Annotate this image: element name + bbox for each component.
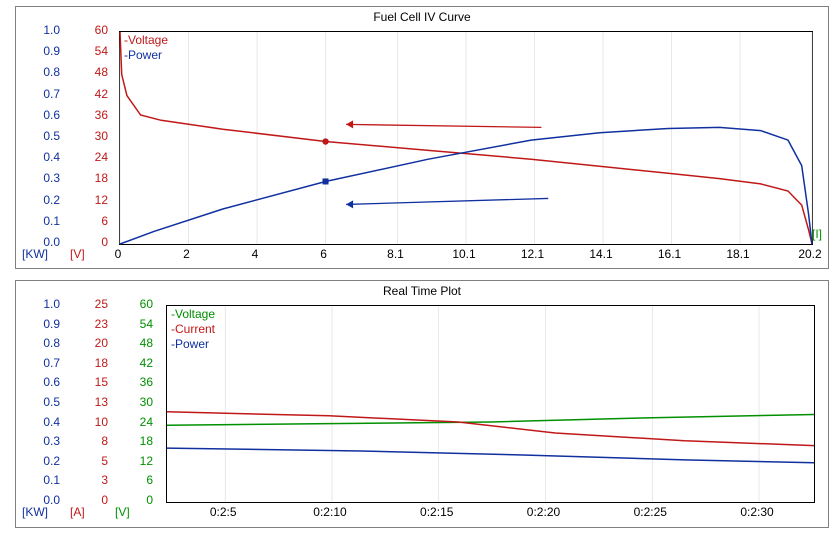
y-tick: 0.8	[22, 337, 60, 349]
x-axis-unit: [I]	[812, 228, 822, 240]
y-tick: 18	[70, 357, 108, 369]
y-tick: 6	[70, 215, 108, 227]
x-tick: 16.1	[650, 248, 690, 260]
y-tick: 1.0	[22, 298, 60, 310]
x-tick: 14.1	[581, 248, 621, 260]
x-tick: 8.1	[375, 248, 415, 260]
legend-power: -Power	[124, 49, 162, 61]
y-tick: 13	[70, 396, 108, 408]
y-tick: 36	[70, 109, 108, 121]
y-tick: 8	[70, 435, 108, 447]
y-tick: 24	[115, 416, 153, 428]
x-tick: 0:2:30	[732, 506, 782, 518]
y-tick: 25	[70, 298, 108, 310]
x-tick: 0:2:25	[625, 506, 675, 518]
x-tick: 12.1	[513, 248, 553, 260]
legend-power: -Power	[171, 338, 209, 350]
iv-curve-title: Fuel Cell IV Curve	[16, 10, 828, 24]
x-tick: 18.1	[718, 248, 758, 260]
axis-unit: [V]	[115, 506, 159, 518]
axis-unit: [KW]	[22, 506, 66, 518]
y-tick: 54	[70, 45, 108, 57]
x-tick: 2	[167, 248, 207, 260]
y-tick: 0.5	[22, 130, 60, 142]
y-tick: 0.4	[22, 151, 60, 163]
power-line	[167, 448, 814, 463]
voltage-line	[167, 415, 814, 426]
y-tick: 0.3	[22, 435, 60, 447]
y-tick: 18	[115, 435, 153, 447]
y-tick: 0.5	[22, 396, 60, 408]
x-tick: 20.2	[790, 248, 830, 260]
y-tick: 0.9	[22, 45, 60, 57]
y-tick: 24	[70, 151, 108, 163]
arrow-line	[346, 198, 548, 204]
y-tick: 12	[70, 194, 108, 206]
y-tick: 18	[70, 172, 108, 184]
y-tick: 0.7	[22, 88, 60, 100]
x-tick: 10.1	[444, 248, 484, 260]
y-tick: 0.6	[22, 109, 60, 121]
arrow-head	[346, 200, 353, 208]
y-tick: 48	[115, 337, 153, 349]
y-tick: 60	[70, 24, 108, 36]
realtime-plot	[166, 305, 815, 503]
y-tick: 6	[115, 474, 153, 486]
y-tick: 0.7	[22, 357, 60, 369]
iv-curve-plot	[119, 31, 813, 245]
y-tick: 0.3	[22, 172, 60, 184]
legend-current: -Current	[171, 323, 215, 335]
x-tick: 6	[304, 248, 344, 260]
x-tick: 4	[235, 248, 275, 260]
y-tick: 20	[70, 337, 108, 349]
y-tick: 10	[70, 416, 108, 428]
y-tick: 0.1	[22, 215, 60, 227]
y-tick: 12	[115, 455, 153, 467]
arrow-head	[346, 120, 353, 128]
x-tick: 0:2:15	[412, 506, 462, 518]
y-tick: 5	[70, 455, 108, 467]
legend-voltage: -Voltage	[171, 308, 215, 320]
y-tick: 23	[70, 318, 108, 330]
axis-unit: [KW]	[22, 248, 66, 260]
y-tick: 48	[70, 66, 108, 78]
y-tick: 0.1	[22, 474, 60, 486]
y-tick: 1.0	[22, 24, 60, 36]
y-tick: 0.4	[22, 416, 60, 428]
realtime-title: Real Time Plot	[16, 284, 828, 298]
marker	[322, 138, 328, 144]
axis-unit: [A]	[70, 506, 114, 518]
y-tick: 15	[70, 376, 108, 388]
y-tick: 3	[70, 474, 108, 486]
y-tick: 42	[115, 357, 153, 369]
y-tick: 36	[115, 376, 153, 388]
x-tick: 0	[98, 248, 138, 260]
y-tick: 0.2	[22, 455, 60, 467]
marker	[323, 178, 329, 184]
y-tick: 0.8	[22, 66, 60, 78]
y-tick: 42	[70, 88, 108, 100]
x-tick: 0:2:10	[305, 506, 355, 518]
y-tick: 0.6	[22, 376, 60, 388]
x-tick: 0:2:5	[198, 506, 248, 518]
y-tick: 0.9	[22, 318, 60, 330]
y-tick: 30	[70, 130, 108, 142]
y-tick: 54	[115, 318, 153, 330]
y-tick: 0.2	[22, 194, 60, 206]
arrow-line	[346, 124, 541, 127]
legend-voltage: -Voltage	[124, 34, 168, 46]
y-tick: 30	[115, 396, 153, 408]
y-tick: 60	[115, 298, 153, 310]
x-tick: 0:2:20	[518, 506, 568, 518]
